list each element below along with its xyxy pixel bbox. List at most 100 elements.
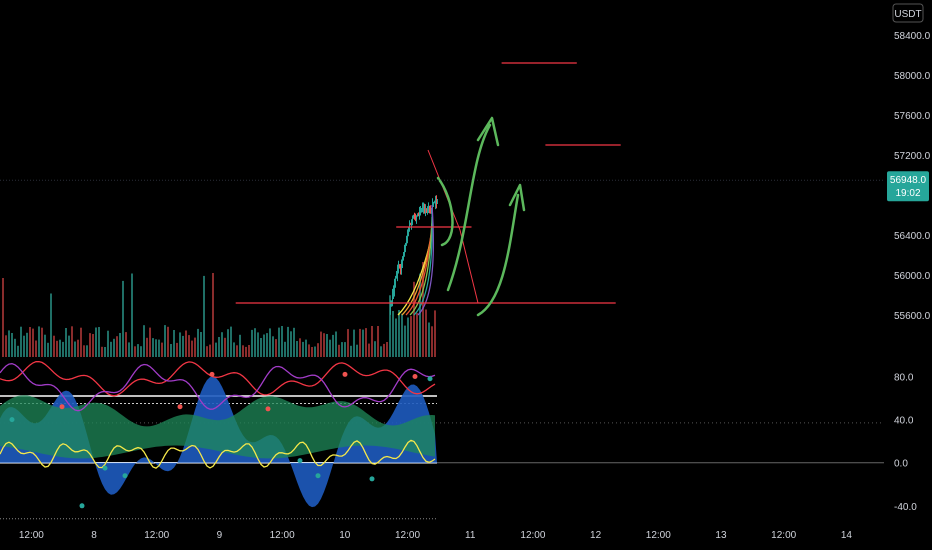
volume-bar [197, 328, 199, 357]
volume-bar [290, 331, 292, 357]
volume-bar [272, 336, 274, 357]
osc-signal-dot [265, 406, 271, 412]
time-tick-label: 12:00 [646, 530, 671, 541]
volume-bar [296, 341, 298, 357]
currency-badge[interactable] [892, 3, 924, 23]
volume-bar [137, 344, 139, 357]
trend-line-drawing[interactable] [427, 149, 479, 304]
moving-average-line [417, 204, 434, 316]
price-tick-label: 58400.0 [894, 31, 931, 42]
time-axis[interactable]: 12:00 8 12:00 9 12:00 10 12:00 11 12:00 12 12:00 13… [19, 530, 853, 541]
volume-bar [356, 344, 358, 357]
volume-bar [317, 343, 319, 357]
volume-bar [215, 342, 217, 357]
volume-bar [275, 339, 277, 357]
volume-bar [212, 273, 214, 357]
volume-bar [431, 326, 433, 357]
volume-bar [323, 333, 325, 357]
osc-signal-dot [427, 376, 433, 382]
osc-purple-line [0, 363, 436, 412]
volume-bar [242, 345, 244, 357]
volume-bar [134, 346, 136, 357]
volume-bar [80, 327, 82, 357]
volume-bar [5, 335, 7, 357]
volume-bar [284, 341, 286, 357]
moving-average-line [409, 216, 433, 316]
arrow-curve-main[interactable] [446, 123, 492, 292]
volume-bar [299, 338, 301, 357]
volume-bar [113, 338, 115, 357]
volume-bar [47, 342, 49, 357]
oscillator-axis[interactable]: 80.0 40.0 0.0 -40.0 [894, 373, 917, 513]
volume-bar [248, 345, 250, 357]
time-tick-label: 12:00 [520, 530, 545, 541]
volume-bar [425, 309, 427, 357]
volume-bar [95, 327, 97, 357]
volume-bar [365, 328, 367, 357]
volume-bar [20, 326, 22, 357]
volume-bar [17, 345, 19, 357]
volume-bar [395, 318, 397, 357]
volume-bar [98, 327, 100, 357]
volume-bar [167, 326, 169, 357]
time-tick-label: 10 [339, 530, 351, 541]
volume-bar [173, 330, 175, 357]
osc-signal-dot [59, 404, 65, 410]
volume-bar [29, 327, 31, 357]
volume-bar [149, 327, 151, 357]
osc-signal-dot [102, 465, 108, 471]
volume-bar [179, 332, 181, 357]
price-tick-label: 58000.0 [894, 71, 931, 82]
oscillator-tick-label: -40.0 [894, 502, 917, 513]
volume-bar [251, 329, 253, 357]
volume-bar [263, 334, 265, 357]
volume-bar [44, 334, 46, 357]
osc-signal-dot [209, 371, 215, 377]
arrow-curve-small[interactable] [436, 176, 454, 247]
volume-bar [266, 333, 268, 357]
volume-bar [122, 280, 124, 357]
time-tick-label: 11 [465, 530, 476, 541]
volume-bar [350, 345, 352, 357]
time-tick-label: 12:00 [270, 530, 295, 541]
osc-green-area [0, 395, 435, 459]
oscillator-tick-label: 0.0 [894, 459, 908, 470]
osc-signal-dot [122, 473, 128, 479]
volume-bar [125, 332, 127, 357]
arrow-head-right[interactable] [508, 183, 526, 212]
volume-bar [407, 317, 409, 357]
volume-bar [200, 332, 202, 357]
volume-bar [26, 332, 28, 357]
arrow-curve-right[interactable] [476, 193, 520, 317]
volume-bar [116, 336, 118, 357]
volume-bar [92, 334, 94, 357]
arrow-head-main[interactable] [476, 116, 500, 147]
volume-bar [209, 344, 211, 357]
volume-bar [260, 338, 262, 357]
volume-bar [410, 316, 412, 357]
volume-bar [41, 327, 43, 357]
volume-bar [269, 328, 271, 357]
volume-bar [188, 335, 190, 357]
volume-bar [386, 342, 388, 357]
volume-bar [182, 335, 184, 357]
drawing-annotations [235, 62, 621, 304]
volume-bar [362, 329, 364, 357]
time-tick-label: 12:00 [395, 530, 420, 541]
volume-bar [302, 341, 304, 357]
volume-bar [434, 310, 436, 357]
volume-bar [176, 342, 178, 357]
osc-signal-dot [342, 371, 348, 377]
price-tick-label: 57600.0 [894, 111, 931, 122]
time-tick-label: 12 [590, 530, 602, 541]
volume-bar [326, 334, 328, 357]
oscillator-tick-label: 80.0 [894, 373, 914, 384]
oscillator-tick-label: 40.0 [894, 416, 914, 427]
volume-bar [110, 341, 112, 357]
volume-bar [14, 338, 16, 357]
price-axis[interactable]: USDT 58400.0 58000.0 57600.0 57200.0 56400.0… [892, 3, 931, 322]
volume-bar [131, 273, 133, 357]
volume-bar [23, 335, 25, 357]
volume-bar [101, 346, 103, 357]
